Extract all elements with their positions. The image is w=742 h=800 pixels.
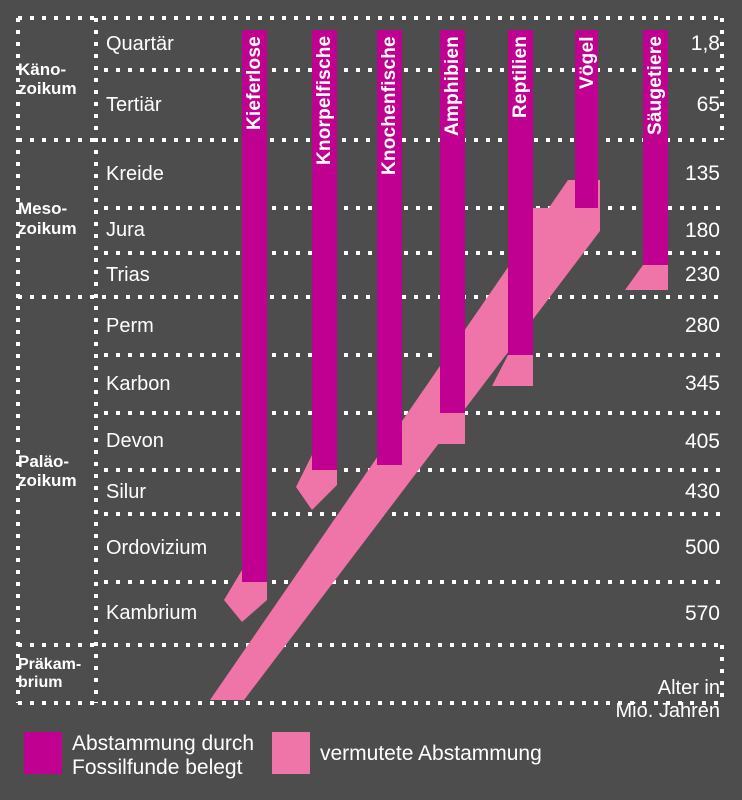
age-value: 570 (684, 601, 720, 625)
legend-label-assumed: vermutete Abstammung (320, 742, 542, 765)
period-cell-karbon: Karbon (106, 355, 171, 413)
table-labels: Käno- zoikum Meso- zoikum Paläo- zoikum … (18, 18, 721, 723)
age-cell-perm: 280 (685, 297, 720, 355)
age-value: 180 (684, 218, 720, 242)
legend-label-fossil: Abstammung durch Fossilfunde belegt (72, 732, 255, 779)
age-axis-unit-text: Alter in Mio. Jahren (615, 676, 721, 723)
period-label: Trias (106, 263, 150, 286)
era-label: Meso- zoikum (18, 199, 77, 238)
group-label-reptilien: Reptilien (510, 36, 532, 156)
group-label-knorpelfische: Knorpelfische (314, 36, 336, 196)
era-label: Präkam- brium (18, 656, 82, 691)
era-cell-kaenozoikum: Käno- zoikum (18, 18, 94, 140)
age-cell-jura: 180 (685, 208, 720, 253)
era-cell-mesozoikum: Meso- zoikum (18, 140, 94, 297)
era-cell-palaeozoikum: Paläo- zoikum (18, 297, 94, 645)
period-cell-perm: Perm (106, 297, 154, 355)
age-axis-unit-label: Alter in Mio. Jahren (616, 645, 721, 723)
period-cell-jura: Jura (106, 208, 145, 253)
period-label: Silur (106, 480, 147, 503)
bar-kieferlose (242, 30, 267, 582)
period-label: Perm (106, 314, 154, 337)
period-label: Devon (106, 430, 164, 452)
fossil-record-group (242, 30, 668, 582)
age-cell-devon: 405 (685, 413, 720, 470)
age-value: 405 (684, 429, 720, 453)
period-label: Kreide (106, 162, 164, 185)
bar-reptilien (508, 30, 533, 355)
period-label: Kambrium (106, 602, 198, 624)
ribbon-trunk (210, 180, 600, 700)
group-label-kieferlose: Kieferlose (244, 36, 266, 166)
period-label: Karbon (106, 372, 171, 395)
ribbon-saeugetiere (625, 265, 668, 290)
age-cell-kambrium: 570 (685, 582, 720, 645)
group-label-text: Amphibien (442, 36, 463, 136)
age-value: 345 (684, 372, 720, 395)
period-cell-devon: Devon (106, 413, 164, 470)
legend-item-fossil: Abstammung durch Fossilfunde belegt (24, 732, 254, 779)
group-label-voegel: Vögel (577, 36, 599, 126)
period-cell-trias: Trias (106, 253, 150, 297)
ribbon-kieferlose (224, 570, 267, 622)
group-label-text: Säugetiere (645, 36, 666, 136)
period-cell-silur: Silur (106, 470, 146, 514)
period-label: Quartär (106, 32, 174, 55)
legend-swatch-fossil (24, 732, 62, 774)
era-cell-praekambrium: Präkam- brium (18, 645, 94, 703)
era-label: Paläo- zoikum (18, 451, 77, 490)
legend: Abstammung durch Fossilfunde belegt verm… (0, 710, 742, 800)
period-label: Tertiär (106, 93, 162, 116)
grid-layer (16, 16, 724, 705)
geologic-timescale-chart: Käno- zoikum Meso- zoikum Paläo- zoikum … (16, 16, 724, 723)
bar-amphibien (440, 30, 465, 413)
period-label: Ordovizium (106, 536, 208, 559)
phylogeny-ribbons (210, 30, 668, 700)
group-label-amphibien: Amphibien (442, 36, 464, 166)
group-label-knochenfische: Knochenfische (379, 36, 401, 196)
age-value: 1,8 (690, 32, 720, 55)
age-value: 135 (684, 162, 720, 185)
group-label-text: Knochenfische (379, 36, 400, 175)
age-value: 230 (684, 263, 720, 286)
period-cell-kambrium: Kambrium (106, 582, 197, 645)
age-value: 280 (684, 314, 720, 337)
bar-knorpelfische (312, 30, 337, 470)
age-value: 500 (684, 536, 720, 559)
age-cell-quartaer: 1,8 (691, 18, 720, 70)
group-label-text: Vögel (577, 36, 598, 89)
age-value: 430 (684, 480, 720, 503)
age-value: 65 (696, 93, 720, 116)
group-label-text: Knorpelfische (314, 36, 335, 166)
age-cell-trias: 230 (685, 253, 720, 297)
age-cell-silur: 430 (685, 470, 720, 514)
age-cell-tertiaer: 65 (697, 70, 720, 140)
period-label: Jura (106, 219, 145, 241)
ribbon-amphibien (424, 413, 465, 444)
legend-item-assumed: vermutete Abstammung (272, 732, 542, 774)
bar-knochenfische (377, 30, 402, 465)
legend-swatch-assumed (272, 732, 310, 774)
period-cell-tertiaer: Tertiär (106, 70, 162, 140)
age-cell-ordovizium: 500 (685, 514, 720, 582)
period-cell-kreide: Kreide (106, 140, 164, 208)
group-label-text: Reptilien (510, 36, 531, 119)
bar-voegel (575, 30, 598, 208)
ribbon-reptilien (492, 355, 533, 386)
age-cell-kreide: 135 (685, 140, 720, 208)
assumed-ancestry-group (210, 180, 668, 700)
ribbon-voegel (533, 208, 598, 232)
group-label-saeugetiere: Säugetiere (645, 36, 667, 171)
group-label-text: Kieferlose (244, 36, 265, 130)
age-cell-karbon: 345 (685, 355, 720, 413)
period-cell-quartaer: Quartär (106, 18, 174, 70)
bar-saeugetiere (643, 30, 668, 265)
period-cell-ordovizium: Ordovizium (106, 514, 207, 582)
era-label: Käno- zoikum (18, 59, 77, 98)
